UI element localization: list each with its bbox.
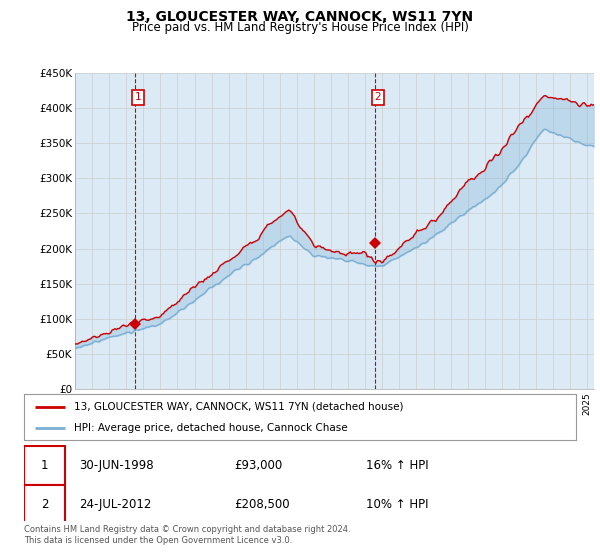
FancyBboxPatch shape <box>24 446 65 486</box>
Text: 30-JUN-1998: 30-JUN-1998 <box>79 459 154 472</box>
Text: HPI: Average price, detached house, Cannock Chase: HPI: Average price, detached house, Cann… <box>74 423 347 433</box>
Text: Price paid vs. HM Land Registry's House Price Index (HPI): Price paid vs. HM Land Registry's House … <box>131 21 469 34</box>
Text: £93,000: £93,000 <box>234 459 282 472</box>
Text: 1: 1 <box>135 92 142 102</box>
Text: 16% ↑ HPI: 16% ↑ HPI <box>366 459 429 472</box>
Text: 13, GLOUCESTER WAY, CANNOCK, WS11 7YN (detached house): 13, GLOUCESTER WAY, CANNOCK, WS11 7YN (d… <box>74 402 403 412</box>
Text: 13, GLOUCESTER WAY, CANNOCK, WS11 7YN: 13, GLOUCESTER WAY, CANNOCK, WS11 7YN <box>127 10 473 24</box>
Text: £208,500: £208,500 <box>234 498 289 511</box>
Text: 10% ↑ HPI: 10% ↑ HPI <box>366 498 429 511</box>
Text: Contains HM Land Registry data © Crown copyright and database right 2024.
This d: Contains HM Land Registry data © Crown c… <box>24 525 350 545</box>
FancyBboxPatch shape <box>24 484 65 524</box>
Text: 24-JUL-2012: 24-JUL-2012 <box>79 498 152 511</box>
Text: 1: 1 <box>41 459 49 472</box>
Text: 2: 2 <box>41 498 49 511</box>
Text: 2: 2 <box>374 92 381 102</box>
